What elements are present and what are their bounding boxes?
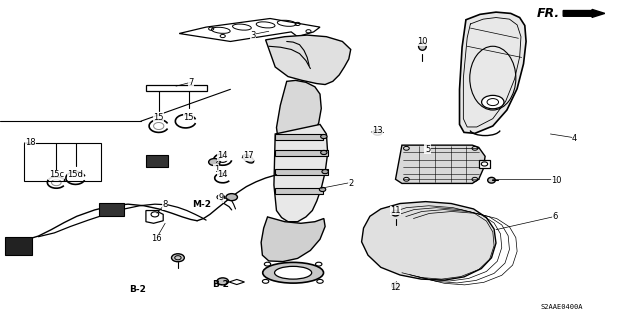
Text: 14: 14 xyxy=(218,170,228,179)
Polygon shape xyxy=(146,211,163,223)
Text: M-2: M-2 xyxy=(192,200,211,209)
Text: 3: 3 xyxy=(250,31,255,40)
Text: 6: 6 xyxy=(553,212,558,221)
Bar xyxy=(275,134,323,140)
Text: B-2: B-2 xyxy=(129,285,146,294)
Polygon shape xyxy=(179,19,320,41)
Text: 2: 2 xyxy=(348,179,353,188)
Text: FR.: FR. xyxy=(537,7,560,20)
Text: 7: 7 xyxy=(188,78,193,87)
Text: 5: 5 xyxy=(425,145,430,154)
Bar xyxy=(275,188,323,194)
Text: 14: 14 xyxy=(218,151,228,160)
Bar xyxy=(275,150,328,156)
Text: 1: 1 xyxy=(214,165,219,174)
Polygon shape xyxy=(229,279,244,285)
Bar xyxy=(5,237,32,255)
Text: 4: 4 xyxy=(572,134,577,143)
Text: 12: 12 xyxy=(390,283,401,292)
Polygon shape xyxy=(396,145,485,183)
Polygon shape xyxy=(266,35,351,85)
Bar xyxy=(99,203,124,216)
Text: 8: 8 xyxy=(163,200,168,209)
Ellipse shape xyxy=(488,177,495,183)
Ellipse shape xyxy=(321,151,327,155)
Text: 10: 10 xyxy=(417,37,428,46)
Ellipse shape xyxy=(322,170,328,174)
Text: 18: 18 xyxy=(26,138,36,147)
Text: 11: 11 xyxy=(390,206,401,215)
Ellipse shape xyxy=(217,278,228,285)
FancyArrow shape xyxy=(563,10,605,17)
Text: S2AAE0400A: S2AAE0400A xyxy=(541,304,583,310)
Ellipse shape xyxy=(392,283,399,288)
Text: 15c: 15c xyxy=(49,170,64,179)
Ellipse shape xyxy=(373,130,382,135)
Ellipse shape xyxy=(263,262,323,283)
Text: 16: 16 xyxy=(152,234,162,243)
Polygon shape xyxy=(460,12,526,133)
Polygon shape xyxy=(274,124,328,222)
Text: B-2: B-2 xyxy=(212,280,229,289)
Text: 15d: 15d xyxy=(68,170,83,179)
Ellipse shape xyxy=(243,155,253,163)
Polygon shape xyxy=(362,202,496,280)
Ellipse shape xyxy=(419,42,426,50)
Ellipse shape xyxy=(481,95,504,109)
Ellipse shape xyxy=(392,210,399,216)
Polygon shape xyxy=(276,80,321,147)
Bar xyxy=(275,169,328,175)
Text: 10: 10 xyxy=(552,176,562,185)
Text: 9: 9 xyxy=(218,193,223,202)
Text: 17: 17 xyxy=(243,151,253,160)
Bar xyxy=(24,143,101,181)
Ellipse shape xyxy=(319,188,326,191)
Text: 15: 15 xyxy=(184,113,194,122)
Text: 15: 15 xyxy=(154,113,164,122)
Text: 13: 13 xyxy=(372,126,383,135)
Bar xyxy=(146,85,207,91)
Ellipse shape xyxy=(321,135,327,138)
Ellipse shape xyxy=(275,266,312,279)
Polygon shape xyxy=(261,217,325,262)
Ellipse shape xyxy=(226,194,237,201)
Bar xyxy=(479,160,490,168)
Ellipse shape xyxy=(209,159,220,166)
Bar xyxy=(146,155,168,167)
Ellipse shape xyxy=(172,254,184,262)
